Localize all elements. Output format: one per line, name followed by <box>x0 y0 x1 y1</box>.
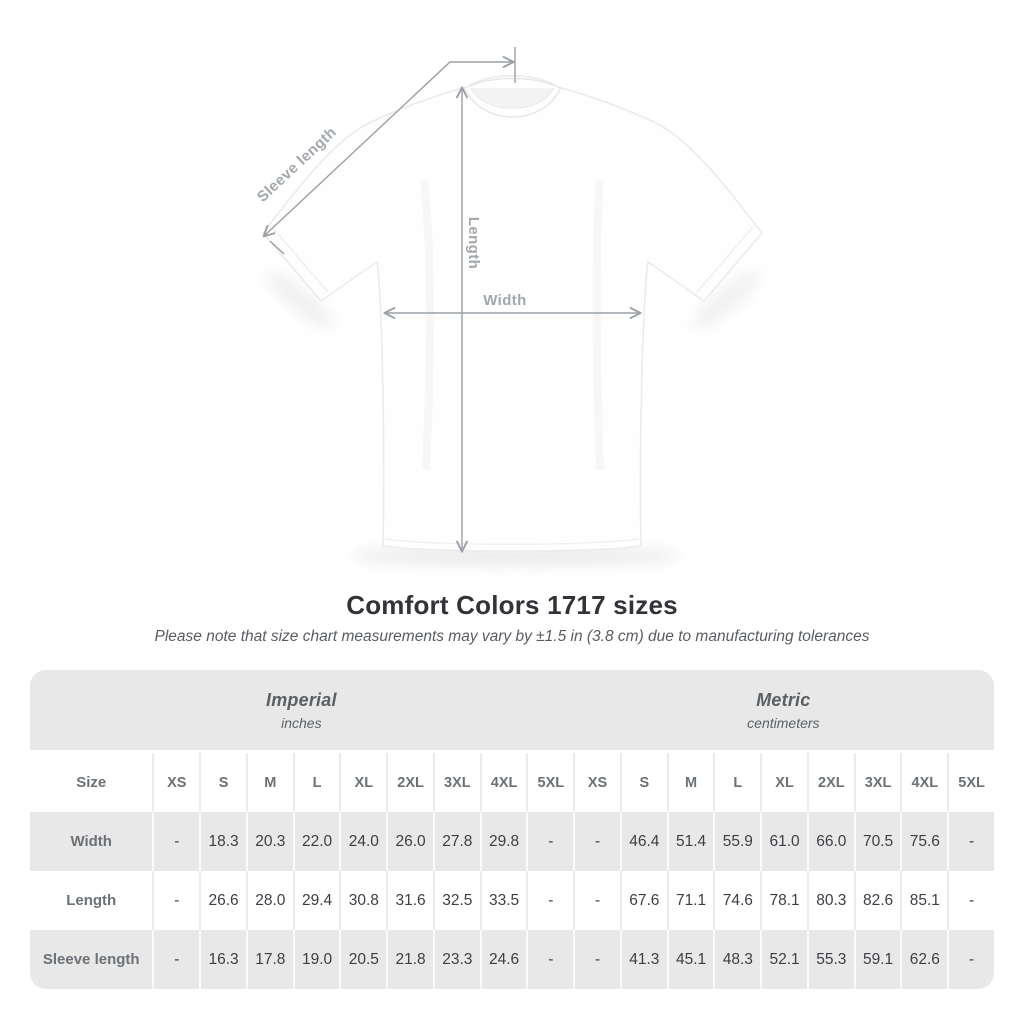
value-cell: 21.8 <box>386 930 433 989</box>
row-label: Length <box>30 871 153 930</box>
sleeve-end-tick <box>269 240 285 255</box>
unit-group-imperial: Imperial inches <box>30 670 573 750</box>
value-cell: - <box>526 812 574 871</box>
value-cell: - <box>152 871 200 930</box>
size-header-imperial-3xl: 3XL <box>432 753 480 812</box>
value-cell: 74.6 <box>713 871 761 930</box>
value-cell: 51.4 <box>666 812 714 871</box>
value-cell: 29.4 <box>292 871 340 930</box>
size-header-metric-xl: XL <box>760 753 807 812</box>
width-label: Width <box>483 292 527 309</box>
measurement-row-sleeve-length: Sleeve length -16.3 17.8 19.0 20.5 21.8 23.3 24… <box>30 930 994 989</box>
tolerance-note: Please note that size chart measurements… <box>154 628 870 645</box>
value-cell: - <box>573 871 620 930</box>
value-cell: - <box>947 930 994 989</box>
value-cell: 26.6 <box>199 871 246 930</box>
value-cell: - <box>526 930 574 989</box>
value-cell: 20.3 <box>245 812 293 871</box>
row-label: Width <box>30 812 153 871</box>
value-cell: 28.0 <box>245 871 293 930</box>
value-cell: 23.3 <box>432 930 480 989</box>
value-cell: 62.6 <box>900 930 948 989</box>
value-cell: 55.3 <box>806 930 854 989</box>
size-header-metric-5xl: 5XL <box>947 753 994 812</box>
size-header-imperial-2xl: 2XL <box>386 753 433 812</box>
value-cell: 29.8 <box>479 812 527 871</box>
value-cell: 46.4 <box>619 812 667 871</box>
page-title: Comfort Colors 1717 sizes <box>346 590 678 620</box>
size-header-metric-l: L <box>713 753 761 812</box>
size-header-imperial-l: L <box>292 753 340 812</box>
size-header-metric-2xl: 2XL <box>806 753 854 812</box>
unit-header-band: Imperial inches Metric centimeters <box>30 670 994 750</box>
value-cell: 70.5 <box>853 812 901 871</box>
value-cell: - <box>152 930 200 989</box>
value-cell: 20.5 <box>339 930 387 989</box>
value-cell: 27.8 <box>432 812 480 871</box>
value-cell: 71.1 <box>666 871 714 930</box>
value-cell: 26.0 <box>386 812 433 871</box>
value-cell: 18.3 <box>199 812 246 871</box>
size-header-imperial-m: M <box>245 753 293 812</box>
value-cell: - <box>573 930 620 989</box>
size-header-metric-s: S <box>619 753 667 812</box>
value-cell: 61.0 <box>760 812 807 871</box>
value-cell: 22.0 <box>292 812 340 871</box>
size-header-metric-m: M <box>666 753 714 812</box>
value-cell: - <box>573 812 620 871</box>
value-cell: 80.3 <box>806 871 854 930</box>
imperial-unit-label: inches <box>281 714 322 731</box>
unit-group-metric: Metric centimeters <box>573 670 994 750</box>
value-cell: 67.6 <box>619 871 667 930</box>
tshirt-diagram-svg: Sleeve length Length Width <box>254 47 764 567</box>
row-label: Sleeve length <box>30 930 153 989</box>
size-column-header: Size <box>30 753 153 812</box>
value-cell: 41.3 <box>619 930 667 989</box>
size-table: Size XS S M L XL 2XL 3XL 4XL 5XL XS S M L XL 2XL 3XL 4XL… <box>30 753 994 989</box>
value-cell: 59.1 <box>853 930 901 989</box>
value-cell: 17.8 <box>245 930 293 989</box>
size-header-metric-xs: XS <box>573 753 620 812</box>
value-cell: 32.5 <box>432 871 480 930</box>
value-cell: 31.6 <box>386 871 433 930</box>
value-cell: - <box>947 812 994 871</box>
size-table-body: Width -18.3 20.3 22.0 24.0 26.0 27.8 29.8- -46.4… <box>30 812 994 989</box>
value-cell: - <box>526 871 574 930</box>
size-header-imperial-4xl: 4XL <box>479 753 527 812</box>
value-cell: 30.8 <box>339 871 387 930</box>
size-header-metric-4xl: 4XL <box>900 753 948 812</box>
size-header-imperial-5xl: 5XL <box>526 753 574 812</box>
value-cell: - <box>152 812 200 871</box>
length-label: Length <box>465 217 482 269</box>
value-cell: - <box>947 871 994 930</box>
value-cell: 24.6 <box>479 930 527 989</box>
value-cell: 75.6 <box>900 812 948 871</box>
value-cell: 45.1 <box>666 930 714 989</box>
size-header-imperial-xs: XS <box>152 753 200 812</box>
measurement-row-width: Width -18.3 20.3 22.0 24.0 26.0 27.8 29.8- -46.4… <box>30 812 994 871</box>
size-header-metric-3xl: 3XL <box>853 753 901 812</box>
value-cell: 24.0 <box>339 812 387 871</box>
size-header-imperial-s: S <box>199 753 246 812</box>
size-header-row: Size XS S M L XL 2XL 3XL 4XL 5XL XS S M L XL 2XL 3XL 4XL… <box>30 753 994 812</box>
tshirt-measurement-diagram: Sleeve length Length Width <box>254 47 764 567</box>
value-cell: 82.6 <box>853 871 901 930</box>
value-cell: 52.1 <box>760 930 807 989</box>
value-cell: 66.0 <box>806 812 854 871</box>
value-cell: 16.3 <box>199 930 246 989</box>
measurement-row-length: Length -26.6 28.0 29.4 30.8 31.6 32.5 33.5- -67.… <box>30 871 994 930</box>
imperial-label: Imperial <box>266 689 337 710</box>
value-cell: 85.1 <box>900 871 948 930</box>
metric-unit-label: centimeters <box>747 714 820 731</box>
value-cell: 78.1 <box>760 871 807 930</box>
value-cell: 55.9 <box>713 812 761 871</box>
value-cell: 48.3 <box>713 930 761 989</box>
size-header-imperial-xl: XL <box>339 753 387 812</box>
sleeve-length-arrow <box>262 47 516 255</box>
size-table-container: Imperial inches Metric centimeters Size … <box>30 670 994 989</box>
value-cell: 33.5 <box>479 871 527 930</box>
metric-label: Metric <box>756 689 811 710</box>
value-cell: 19.0 <box>292 930 340 989</box>
